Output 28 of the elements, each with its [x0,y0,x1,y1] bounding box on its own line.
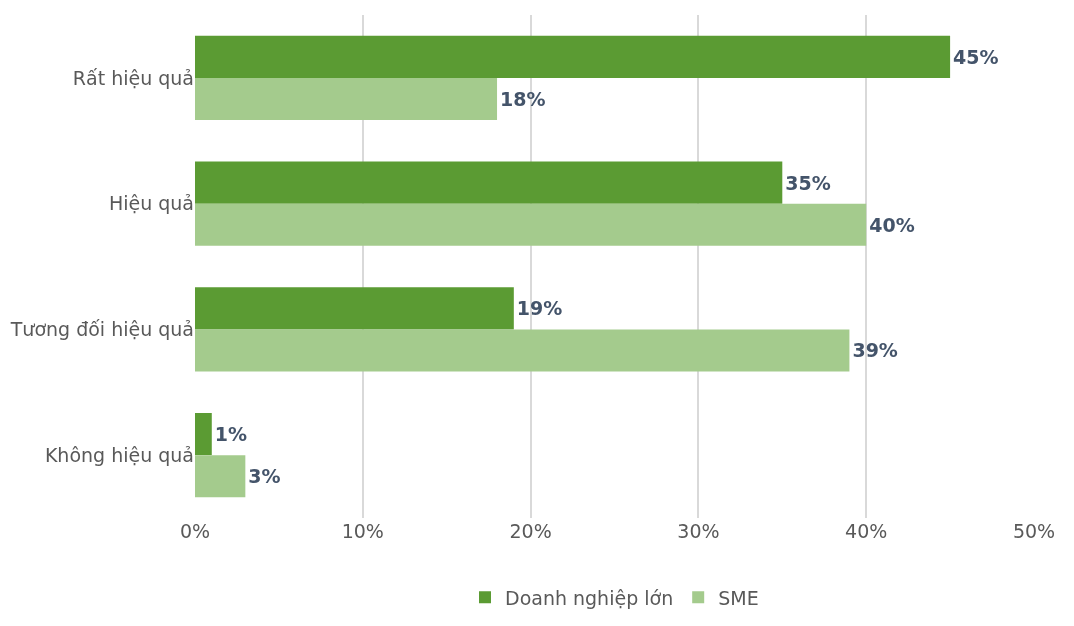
legend-label: SME [718,586,759,609]
legend-label: Doanh nghiệp lớn [505,586,674,609]
x-tick-label: 30% [677,520,720,542]
data-label: 39% [852,339,898,362]
y-tick-label: Rất hiệu quả [72,66,194,89]
x-tick-label: 40% [845,520,888,542]
x-tick-label: 10% [341,520,384,542]
bar [195,455,246,498]
data-label: 19% [516,297,563,320]
bar [195,287,514,330]
data-label: 1% [214,423,248,446]
bar [195,161,783,204]
data-label: 35% [785,171,831,194]
data-label: 40% [869,213,915,236]
x-tick-label: 50% [1012,520,1056,542]
y-tick-label: Tương đối hiệu quả [9,318,194,341]
bar [195,77,498,120]
bar [195,413,212,456]
bar [195,203,867,246]
data-label: 45% [953,45,999,68]
bar [195,35,951,78]
y-tick-label: Hiệu quả [108,192,194,215]
y-tick-label: Không hiệu quả [44,443,194,466]
bar [195,329,850,372]
x-tick-label: 20% [509,520,552,542]
data-label: 18% [500,87,546,110]
data-label: 3% [248,465,281,488]
x-tick-label: 0% [179,520,211,542]
